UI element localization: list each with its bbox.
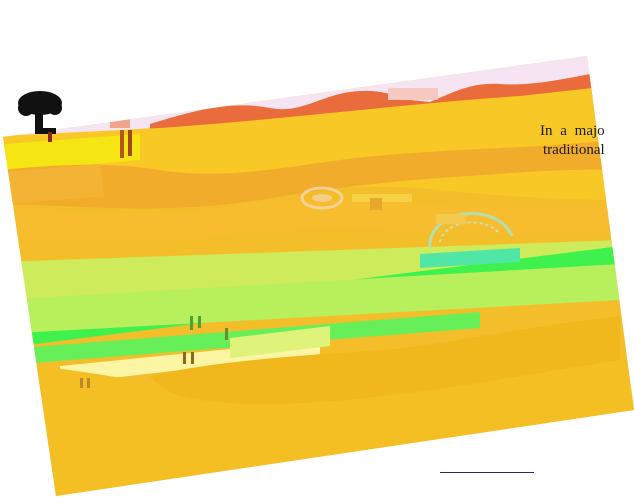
- flower-icon: [300, 186, 412, 210]
- post: [128, 130, 132, 156]
- left-yellow-band: [5, 134, 140, 172]
- caption-text: In a majo traditional: [540, 122, 605, 160]
- teal-accent: [420, 248, 520, 268]
- post: [183, 352, 186, 364]
- post: [190, 316, 193, 330]
- post: [225, 328, 228, 340]
- post: [87, 378, 90, 388]
- lower-field-shadow: [150, 316, 620, 405]
- tree-silhouette-icon: [18, 91, 62, 142]
- caption-line-1: In a majo: [540, 123, 605, 139]
- lime-patch: [230, 326, 330, 358]
- sky-patch: [110, 114, 130, 128]
- red-wave: [150, 72, 600, 134]
- middle-wave: [3, 199, 620, 241]
- sun-icon: [428, 211, 514, 249]
- post: [198, 316, 201, 328]
- orange-ridge: [3, 140, 620, 209]
- post: [191, 352, 194, 364]
- sky-patch: [388, 88, 438, 100]
- post: [120, 130, 124, 158]
- caption-line-2: traditional: [543, 142, 605, 158]
- lower-field: [3, 346, 634, 496]
- post: [80, 378, 83, 388]
- wire-end: [104, 112, 112, 120]
- left-orange-block: [5, 164, 104, 204]
- lime-band-lower: [3, 264, 620, 334]
- underline-rule: [440, 472, 534, 473]
